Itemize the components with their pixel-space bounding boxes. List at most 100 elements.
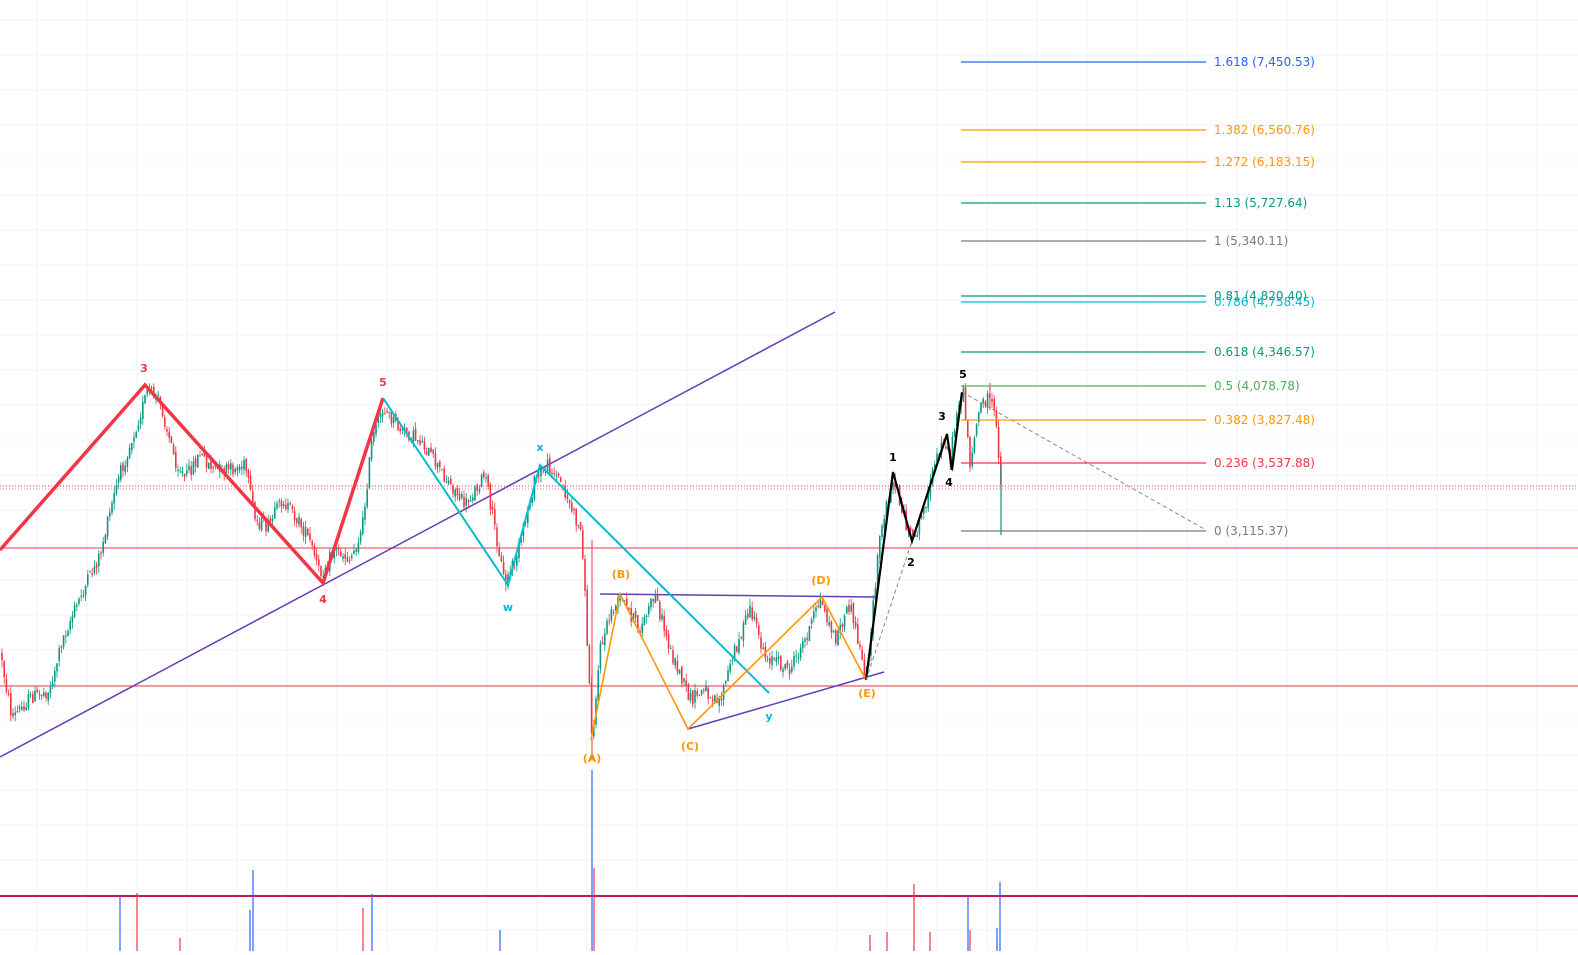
candle-body [579, 522, 582, 530]
candle-body [810, 619, 813, 625]
candle-body [289, 503, 291, 505]
candle-body [584, 558, 586, 591]
candle-body [76, 604, 78, 607]
candle-body [945, 446, 947, 449]
candle-body [60, 646, 63, 648]
candle-body [7, 693, 10, 695]
candle-body [967, 420, 969, 438]
candle-body [784, 663, 786, 669]
candle-body [78, 598, 80, 604]
candle-body [16, 711, 19, 713]
candle-body [665, 629, 668, 636]
candle-body [549, 457, 551, 474]
candle-body [648, 606, 650, 615]
candle-body [302, 526, 305, 536]
candle-body [991, 399, 993, 402]
candle-body [472, 497, 474, 501]
wave-label-red: 5 [379, 376, 387, 389]
candle-body [192, 461, 195, 475]
candle-body [632, 613, 635, 622]
candle-body [813, 611, 815, 619]
candle-body [626, 598, 628, 606]
wave-label-black: 1 [889, 451, 897, 464]
candle-body [71, 615, 74, 623]
candle-body [560, 477, 562, 483]
candle-body [93, 566, 96, 573]
candle-body [793, 656, 795, 667]
fib-level-label: 0.382 (3,827.48) [1214, 413, 1315, 427]
candle-body [863, 659, 866, 676]
candle-body [956, 413, 958, 434]
candle-body [36, 689, 38, 693]
candle-body [916, 534, 918, 537]
candle-body [265, 520, 267, 532]
candle-body [65, 635, 67, 637]
candle-body [747, 613, 749, 618]
candle-body [700, 690, 703, 695]
candle-body [832, 630, 835, 633]
candle-body [909, 527, 912, 531]
candle-body [146, 390, 148, 394]
candle-body [824, 605, 826, 612]
candle-body [964, 387, 967, 420]
candle-body [885, 501, 888, 520]
candle-body [659, 601, 661, 620]
candle-body [298, 516, 300, 525]
wxy-wave-cyan [382, 397, 770, 694]
candle-body [80, 596, 82, 597]
candle-body [179, 471, 181, 473]
candle-body [168, 431, 170, 438]
candle-body [698, 694, 701, 696]
wave-labels: 3 4 5 w x y (A) (B) (C) (D) (E) 1 2 3 4 5 [140, 362, 967, 765]
candle-body [177, 469, 179, 471]
candle-body [676, 660, 679, 673]
candle-body [452, 485, 454, 494]
candle-body [663, 615, 665, 631]
candle-body [320, 565, 322, 577]
candle-body [997, 426, 1000, 459]
candle-body [362, 517, 364, 534]
wave-label-orange: (D) [811, 574, 830, 587]
candle-body [839, 625, 841, 634]
candle-body [610, 609, 613, 621]
impulse-wave-red [0, 382, 385, 587]
candle-body [95, 564, 98, 568]
fib-anchor-line-1 [865, 540, 913, 681]
candle-body [542, 470, 544, 472]
candle-body [846, 606, 848, 614]
candle-body [641, 623, 643, 633]
candle-body [458, 493, 461, 500]
candle-body [771, 656, 773, 666]
candle-body [375, 424, 377, 435]
candle-body [205, 456, 208, 468]
candle-body [505, 574, 507, 585]
candle-body [256, 520, 258, 522]
candle-body [714, 695, 716, 704]
candle-body [557, 473, 560, 476]
candle-body [788, 669, 791, 675]
candle-body [419, 440, 421, 445]
candle-body [58, 648, 60, 662]
candle-body [951, 436, 954, 465]
candle-body [89, 571, 91, 573]
candle-body [623, 600, 626, 602]
candle-body [370, 440, 373, 460]
candle-body [650, 598, 652, 608]
candle-body [575, 508, 577, 526]
candle-body [221, 465, 223, 467]
candle-body [91, 573, 93, 575]
candle-body [322, 576, 324, 578]
candle-body [461, 494, 463, 498]
candle-body [271, 518, 274, 521]
candle-body [848, 604, 850, 613]
candle-body [720, 698, 723, 701]
candle-body [285, 504, 287, 509]
candle-body [62, 635, 65, 647]
candle-body [604, 633, 606, 646]
candle-body [703, 689, 705, 691]
candle-body [918, 520, 921, 535]
candle-body [775, 657, 778, 662]
candle-body [978, 411, 980, 422]
